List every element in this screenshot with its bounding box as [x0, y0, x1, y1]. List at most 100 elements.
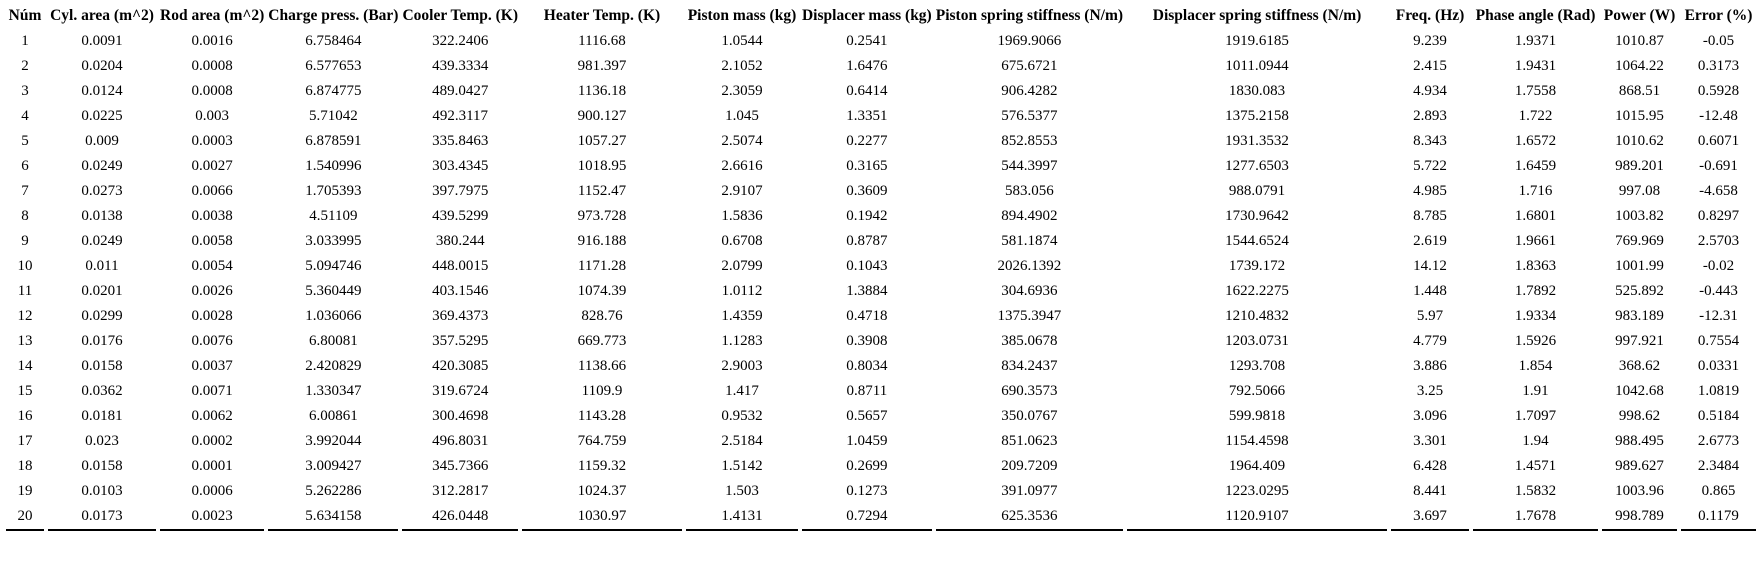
- table-cell: 1171.28: [577, 258, 627, 274]
- table-row: 17 0.023 0.0002 3.992044 496.8031 764.759 2.51…: [6, 429, 1756, 454]
- table-body: 1 0.0091 0.0016 6.758464 322.2406 1116.68 1.05…: [6, 29, 1757, 531]
- table-cell: 0.0003: [191, 133, 233, 149]
- table-cell: 0.0008: [191, 83, 233, 99]
- table-cell: 1138.66: [577, 358, 627, 374]
- table-cell: 1.6476: [846, 58, 888, 74]
- table-cell: 0.0038: [191, 208, 233, 224]
- column-header-cyl-area-m-2: Cyl. area (m^2): [50, 7, 154, 24]
- table-cell: 0.7554: [1697, 333, 1740, 349]
- column-header-power-w: Power (W): [1603, 7, 1676, 24]
- table-cell: 0.009: [85, 133, 119, 149]
- table-cell: 0.0249: [81, 233, 123, 249]
- table-row: 18 0.0158 0.0001 3.009427 345.7366 1159.32 1.5…: [6, 454, 1756, 479]
- table-cell: 391.0977: [1001, 483, 1058, 499]
- table-cell: 1.716: [1518, 183, 1553, 199]
- table-cell: 0.7294: [801, 504, 932, 531]
- table-cell: 1010.87: [1615, 33, 1664, 49]
- table-row: 2 0.0204 0.0008 6.577653 439.3334 981.397 2.10…: [6, 54, 1756, 79]
- table-cell: 0.3165: [846, 158, 888, 174]
- table-cell: 14: [17, 358, 33, 374]
- table-cell: 1143.28: [577, 408, 627, 424]
- table-cell: 0.0027: [191, 158, 233, 174]
- table-row: 1 0.0091 0.0016 6.758464 322.2406 1116.68 1.05…: [6, 29, 1756, 54]
- table-cell: 1931.3532: [1225, 133, 1289, 149]
- table-cell: 834.2437: [1001, 358, 1058, 374]
- table-cell: 675.6721: [1001, 58, 1058, 74]
- table-cell: 1.6801: [1514, 208, 1557, 224]
- table-cell: 0.6414: [846, 83, 888, 99]
- table-cell: 6.577653: [305, 58, 362, 74]
- table-cell: 997.921: [1615, 333, 1664, 349]
- table-cell: 1.9431: [1514, 58, 1557, 74]
- column-header-piston-mass-kg: Piston mass (kg): [687, 7, 797, 24]
- table-cell: 16: [17, 408, 33, 424]
- table-cell: 5.094746: [305, 258, 362, 274]
- table-cell: 2.0799: [721, 258, 763, 274]
- table-cell: 690.3573: [1001, 383, 1058, 399]
- table-cell: 1.0112: [721, 283, 763, 299]
- table-cell: 5.262286: [305, 483, 362, 499]
- table-row: 5 0.009 0.0003 6.878591 335.8463 1057.27 2.507…: [6, 129, 1756, 154]
- table-cell: 0.0071: [191, 383, 233, 399]
- table-cell: 1.0544: [721, 33, 763, 49]
- table-cell: 0.0008: [191, 58, 233, 74]
- table-cell: 3.033995: [305, 233, 362, 249]
- table-cell: 1293.708: [1228, 358, 1286, 374]
- table-cell: 1544.6524: [1225, 233, 1289, 249]
- table-cell: 15: [17, 383, 33, 399]
- table-cell: 2.415: [1413, 58, 1447, 74]
- table-cell: 345.7366: [432, 458, 489, 474]
- table-cell: 625.3536: [935, 504, 1124, 531]
- table-cell: 8: [21, 208, 29, 224]
- table-cell: 2.6616: [721, 158, 763, 174]
- table-cell: 0.0158: [81, 358, 123, 374]
- table-cell: 1154.4598: [1225, 433, 1289, 449]
- table-cell: 0.4718: [846, 308, 888, 324]
- table-cell: 1.5142: [721, 458, 763, 474]
- table-cell: 0.1273: [846, 483, 888, 499]
- table-cell: 1120.9107: [1127, 504, 1388, 531]
- table-cell: 8.785: [1413, 208, 1447, 224]
- table-row: 14 0.0158 0.0037 2.420829 420.3085 1138.66 2.9…: [6, 354, 1756, 379]
- table-cell: 426.0448: [402, 504, 518, 531]
- table-cell: 0.003: [195, 108, 230, 124]
- table-cell: 335.8463: [432, 133, 489, 149]
- table-cell: 0.0173: [48, 504, 156, 531]
- table-cell: 2.9107: [721, 183, 763, 199]
- table-cell: 5.722: [1413, 158, 1447, 174]
- table-cell: 0.0058: [191, 233, 233, 249]
- table-cell: 1.705393: [305, 183, 362, 199]
- table-cell: 1011.0944: [1225, 58, 1289, 74]
- table-cell: 0.0076: [191, 333, 233, 349]
- table-cell: 385.0678: [1001, 333, 1058, 349]
- table-cell: 5.71042: [309, 108, 358, 124]
- table-cell: 981.397: [577, 58, 627, 74]
- table-row: 16 0.0181 0.0062 6.00861 300.4698 1143.28 0.95…: [6, 404, 1756, 429]
- table-cell: 0.5657: [846, 408, 888, 424]
- table-cell: 2.5703: [1697, 233, 1740, 249]
- table-cell: 0.3908: [846, 333, 888, 349]
- table-cell: 6: [21, 158, 29, 174]
- table-cell: 6.428: [1413, 458, 1447, 474]
- table-cell: 1.4571: [1514, 458, 1557, 474]
- table-cell: 2.5074: [721, 133, 763, 149]
- table-cell: 0.0066: [191, 183, 233, 199]
- table-cell: 1: [21, 33, 29, 49]
- table-cell: 3.301: [1413, 433, 1447, 449]
- table-cell: 0.9532: [721, 408, 763, 424]
- table-cell: 0.0225: [81, 108, 123, 124]
- table-cell: 5.360449: [305, 283, 362, 299]
- table-cell: 0.0204: [81, 58, 123, 74]
- table-cell: 1964.409: [1228, 458, 1286, 474]
- table-cell: 3: [21, 83, 29, 99]
- table-cell: -12.31: [1699, 308, 1738, 324]
- table-cell: 420.3085: [432, 358, 489, 374]
- table-cell: 357.5295: [432, 333, 489, 349]
- table-cell: 0.0016: [191, 33, 233, 49]
- table-cell: 2.5184: [721, 433, 763, 449]
- table-cell: 1018.95: [577, 158, 627, 174]
- table-cell: 2.1052: [721, 58, 763, 74]
- table-cell: 0.5928: [1697, 83, 1740, 99]
- table-cell: 998.789: [1602, 504, 1678, 531]
